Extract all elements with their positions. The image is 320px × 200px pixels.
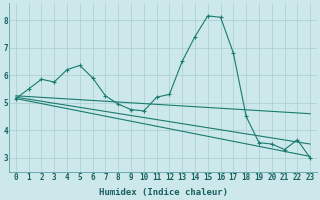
X-axis label: Humidex (Indice chaleur): Humidex (Indice chaleur): [99, 188, 228, 197]
